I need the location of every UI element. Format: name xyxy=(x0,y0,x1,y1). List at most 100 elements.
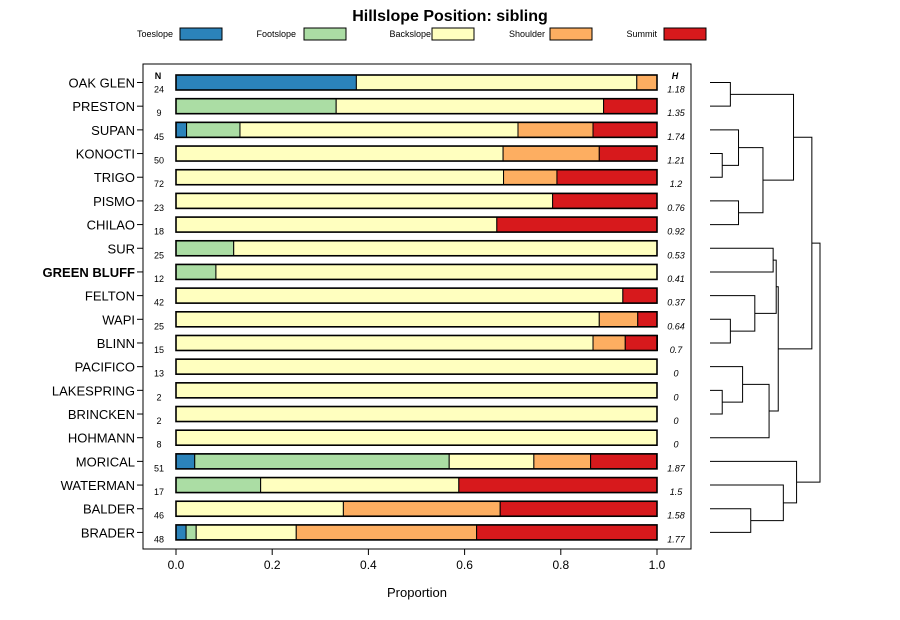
legend-label-footslope: Footslope xyxy=(256,29,296,39)
bar-outline xyxy=(175,239,658,257)
y-tick-label: CHILAO xyxy=(87,218,135,233)
bar-backslope xyxy=(175,358,658,375)
y-tick-label: PISMO xyxy=(93,194,135,209)
bar-backslope xyxy=(175,429,658,446)
x-tick-label: 0.4 xyxy=(360,558,377,572)
row-wapi: WAPI 25 0.64 xyxy=(102,310,685,331)
n-count-label: 48 xyxy=(154,534,164,544)
dendrogram-branch xyxy=(796,242,821,483)
bar-outline xyxy=(175,334,658,352)
dendrogram-branch xyxy=(710,484,784,522)
chart-title: Hillslope Position: sibling xyxy=(352,8,548,25)
n-count-label: 23 xyxy=(154,203,164,213)
row-konocti: KONOCTI 50 1.21 xyxy=(76,145,685,166)
y-tick-label: PACIFICO xyxy=(75,360,135,375)
bar-toeslope xyxy=(175,524,187,541)
bar-footslope xyxy=(194,453,450,470)
dendrogram-branch xyxy=(710,318,731,344)
bar-shoulder xyxy=(503,169,558,186)
row-green-bluff: GREEN BLUFF 12 0.41 xyxy=(43,263,685,284)
row-brincken: BRINCKEN 2 0 xyxy=(68,405,679,426)
bar-shoulder xyxy=(342,500,501,517)
x-tick-label: 0.8 xyxy=(552,558,569,572)
bar-backslope xyxy=(355,74,638,91)
n-count-label: 15 xyxy=(154,345,164,355)
bar-toeslope xyxy=(175,453,196,470)
legend-label-backslope: Backslope xyxy=(389,29,431,39)
bar-outline xyxy=(175,216,658,233)
legend-swatch-shoulder xyxy=(549,27,593,41)
bar-backslope xyxy=(233,240,658,257)
bar-outline xyxy=(175,382,658,399)
row-waterman: WATERMAN 17 1.5 xyxy=(61,476,684,497)
h-value-label: 1.2 xyxy=(670,179,683,189)
n-count-label: 25 xyxy=(154,250,164,260)
bar-outline xyxy=(175,121,658,139)
bar-summit xyxy=(590,453,658,470)
y-tick-label: WAPI xyxy=(102,312,135,327)
n-count-label: 24 xyxy=(154,85,164,95)
bar-summit xyxy=(637,311,658,328)
dendrogram-branch xyxy=(710,82,731,107)
bar-summit xyxy=(552,192,658,209)
bar-backslope xyxy=(239,121,519,138)
n-count-label: 12 xyxy=(154,274,164,284)
n-count-label: 17 xyxy=(154,487,164,497)
legend-label-summit: Summit xyxy=(626,29,657,39)
h-value-label: 0.64 xyxy=(667,321,685,331)
bar-backslope xyxy=(175,169,505,186)
bar-summit xyxy=(476,524,658,541)
y-tick-label: OAK GLEN xyxy=(69,76,135,91)
h-value-label: 0.37 xyxy=(667,298,686,308)
dendrogram xyxy=(710,82,821,533)
bar-footslope xyxy=(175,263,217,280)
bar-outline xyxy=(175,429,658,447)
bar-summit xyxy=(496,216,658,233)
legend-swatch-summit xyxy=(663,27,707,41)
plot-frame xyxy=(142,63,692,550)
row-preston: PRESTON 9 1.35 xyxy=(72,97,686,118)
y-tick-label: BLINN xyxy=(97,336,135,351)
bar-shoulder xyxy=(598,311,639,328)
n-count-label: 25 xyxy=(154,321,164,331)
bar-outline xyxy=(175,97,658,115)
row-hohmann: HOHMANN 8 0 xyxy=(68,429,679,450)
y-tick-label: GREEN BLUFF xyxy=(43,265,136,280)
bar-shoulder xyxy=(517,121,594,138)
x-axis-label: Proportion xyxy=(387,585,447,600)
h-value-label: 0 xyxy=(673,369,678,379)
bar-summit xyxy=(556,169,658,186)
series-rows: OAK GLEN 24 1.18 PRESTON 9 1.35 SUPAN 45 1.74 KON… xyxy=(43,74,686,544)
row-sur: SUR 25 0.53 xyxy=(108,239,685,260)
y-tick-label: SUR xyxy=(108,241,135,256)
dendrogram-branch xyxy=(710,389,723,415)
bar-backslope xyxy=(175,334,594,351)
legend-label-shoulder: Shoulder xyxy=(509,29,545,39)
bar-footslope xyxy=(175,98,337,115)
h-value-label: 0.92 xyxy=(667,227,685,237)
n-count-label: 9 xyxy=(156,108,161,118)
dendrogram-branch xyxy=(738,147,764,214)
bar-summit xyxy=(458,477,658,494)
dendrogram-branch xyxy=(769,286,779,412)
bar-backslope xyxy=(175,311,600,328)
x-axis: 0.0 0.2 0.4 0.6 0.8 1.0 xyxy=(168,549,666,572)
dendrogram-branch xyxy=(710,508,752,533)
bar-outline xyxy=(175,358,658,375)
h-value-label: 1.5 xyxy=(670,487,684,497)
y-tick-label: BRADER xyxy=(81,525,135,540)
h-value-label: 1.18 xyxy=(667,85,685,95)
bar-shoulder xyxy=(533,453,592,470)
bar-summit xyxy=(603,98,658,115)
row-chilao: CHILAO 18 0.92 xyxy=(87,216,685,237)
bar-footslope xyxy=(186,121,241,138)
y-tick-label: PRESTON xyxy=(72,99,135,114)
h-value-label: 0.53 xyxy=(667,250,685,260)
bar-summit xyxy=(592,121,658,138)
row-oak-glen: OAK GLEN 24 1.18 xyxy=(69,74,685,95)
bar-footslope xyxy=(185,524,197,541)
bar-outline xyxy=(175,287,658,304)
x-tick-label: 0.6 xyxy=(456,558,473,572)
row-supan: SUPAN 45 1.74 xyxy=(91,121,685,142)
bar-shoulder xyxy=(636,74,658,91)
